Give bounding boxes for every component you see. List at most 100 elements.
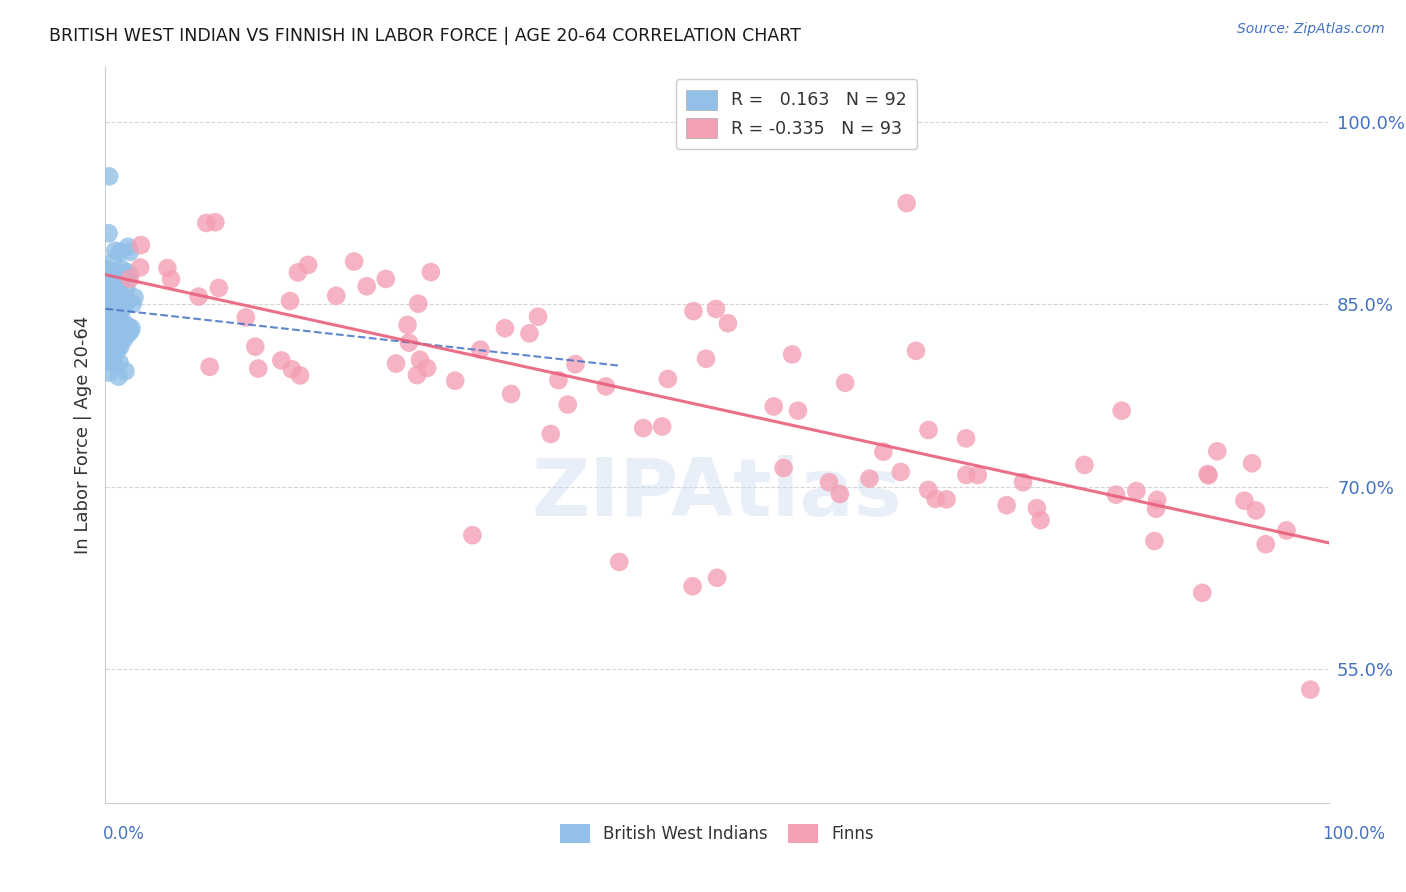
Point <box>98 291 121 305</box>
Point <box>104 244 127 258</box>
Point <box>772 461 794 475</box>
Point <box>103 270 125 285</box>
Point <box>97 318 120 332</box>
Text: 100.0%: 100.0% <box>1322 825 1385 843</box>
Point <box>564 357 586 371</box>
Point <box>104 302 127 317</box>
Point <box>110 290 132 304</box>
Point <box>101 345 124 359</box>
Point <box>1029 513 1052 527</box>
Point <box>419 265 441 279</box>
Point <box>100 332 122 346</box>
Point <box>117 265 139 279</box>
Point <box>281 362 304 376</box>
Point <box>120 324 142 338</box>
Point <box>787 403 810 417</box>
Point <box>110 331 132 345</box>
Point <box>1143 534 1166 549</box>
Point <box>288 368 311 383</box>
Point <box>235 310 257 325</box>
Point <box>110 306 132 320</box>
Point <box>111 270 134 285</box>
Point <box>527 310 550 324</box>
Point <box>828 487 851 501</box>
Point <box>631 421 654 435</box>
Point <box>270 353 292 368</box>
Point <box>1244 503 1267 517</box>
Point <box>1025 501 1047 516</box>
Point <box>858 472 880 486</box>
Point <box>96 270 118 285</box>
Point <box>101 279 124 293</box>
Point <box>97 226 120 240</box>
Point <box>325 289 347 303</box>
Point <box>108 355 131 369</box>
Point <box>115 280 138 294</box>
Point <box>105 318 128 333</box>
Point <box>444 374 467 388</box>
Point <box>651 419 673 434</box>
Point <box>107 313 129 327</box>
Point <box>100 296 122 310</box>
Point <box>98 169 121 184</box>
Point <box>1275 524 1298 538</box>
Point <box>682 579 704 593</box>
Point <box>103 352 125 367</box>
Point <box>890 465 912 479</box>
Point <box>108 340 131 354</box>
Point <box>98 284 121 298</box>
Point <box>129 238 152 252</box>
Point <box>1105 488 1128 502</box>
Point <box>104 274 127 288</box>
Point <box>124 290 146 304</box>
Point <box>1299 682 1322 697</box>
Point <box>1240 456 1263 470</box>
Point <box>112 317 135 331</box>
Point <box>103 296 125 310</box>
Point <box>100 306 122 320</box>
Point <box>108 293 131 307</box>
Point <box>1146 492 1168 507</box>
Point <box>110 290 132 304</box>
Point <box>557 398 579 412</box>
Point <box>118 267 141 281</box>
Point <box>1233 493 1256 508</box>
Point <box>1073 458 1095 472</box>
Point <box>1144 501 1167 516</box>
Point <box>160 272 183 286</box>
Point <box>121 297 143 311</box>
Point <box>1191 586 1213 600</box>
Point <box>103 266 125 280</box>
Point <box>917 423 939 437</box>
Point <box>101 331 124 345</box>
Point <box>924 491 946 506</box>
Point <box>499 387 522 401</box>
Point <box>695 351 717 366</box>
Point <box>834 376 856 390</box>
Point <box>966 468 988 483</box>
Point <box>872 444 894 458</box>
Point <box>110 261 132 276</box>
Point <box>97 293 120 307</box>
Point <box>198 359 221 374</box>
Point <box>114 364 136 378</box>
Point <box>101 322 124 336</box>
Point <box>105 287 128 301</box>
Point <box>117 319 139 334</box>
Point <box>96 269 118 284</box>
Point <box>1125 483 1147 498</box>
Point <box>706 571 728 585</box>
Point <box>107 305 129 319</box>
Point <box>1111 403 1133 417</box>
Point <box>343 254 366 268</box>
Point <box>101 348 124 362</box>
Point <box>704 301 727 316</box>
Point <box>245 340 267 354</box>
Point <box>396 318 419 332</box>
Point <box>107 369 129 384</box>
Point <box>97 312 120 326</box>
Point <box>117 293 139 308</box>
Point <box>98 290 121 304</box>
Point <box>101 316 124 330</box>
Point <box>108 286 131 301</box>
